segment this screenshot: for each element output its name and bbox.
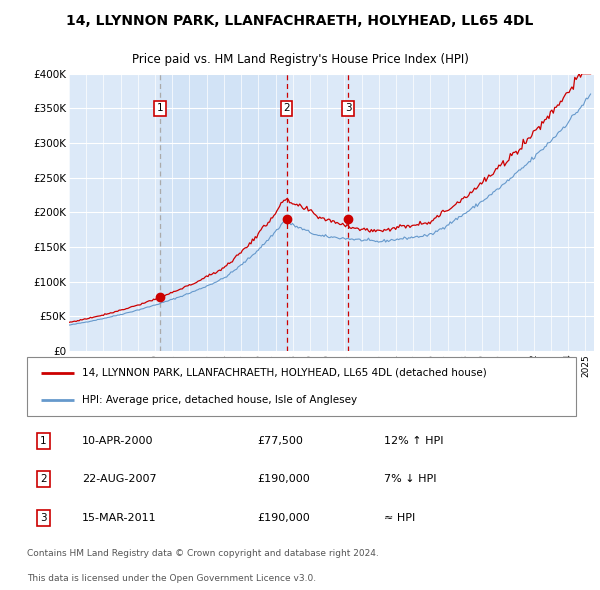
Text: This data is licensed under the Open Government Licence v3.0.: This data is licensed under the Open Gov…: [27, 573, 316, 583]
Text: 2: 2: [283, 103, 290, 113]
Text: 15-MAR-2011: 15-MAR-2011: [82, 513, 157, 523]
Text: Price paid vs. HM Land Registry's House Price Index (HPI): Price paid vs. HM Land Registry's House …: [131, 53, 469, 66]
Text: ≈ HPI: ≈ HPI: [384, 513, 415, 523]
Text: £190,000: £190,000: [257, 513, 310, 523]
Bar: [160, 74, 287, 351]
Text: 22-AUG-2007: 22-AUG-2007: [82, 474, 157, 484]
Text: 2: 2: [40, 474, 47, 484]
Text: 7% ↓ HPI: 7% ↓ HPI: [384, 474, 436, 484]
Text: HPI: Average price, detached house, Isle of Anglesey: HPI: Average price, detached house, Isle…: [82, 395, 357, 405]
Text: £77,500: £77,500: [257, 435, 304, 445]
Text: 14, LLYNNON PARK, LLANFACHRAETH, HOLYHEAD, LL65 4DL: 14, LLYNNON PARK, LLANFACHRAETH, HOLYHEA…: [67, 14, 533, 28]
Text: 3: 3: [40, 513, 47, 523]
FancyBboxPatch shape: [27, 357, 576, 416]
Text: 1: 1: [40, 435, 47, 445]
Text: 12% ↑ HPI: 12% ↑ HPI: [384, 435, 443, 445]
Text: 1: 1: [157, 103, 163, 113]
Text: £190,000: £190,000: [257, 474, 310, 484]
Text: 10-APR-2000: 10-APR-2000: [82, 435, 154, 445]
Text: 3: 3: [345, 103, 352, 113]
Text: Contains HM Land Registry data © Crown copyright and database right 2024.: Contains HM Land Registry data © Crown c…: [27, 549, 379, 559]
Text: 14, LLYNNON PARK, LLANFACHRAETH, HOLYHEAD, LL65 4DL (detached house): 14, LLYNNON PARK, LLANFACHRAETH, HOLYHEA…: [82, 368, 487, 378]
